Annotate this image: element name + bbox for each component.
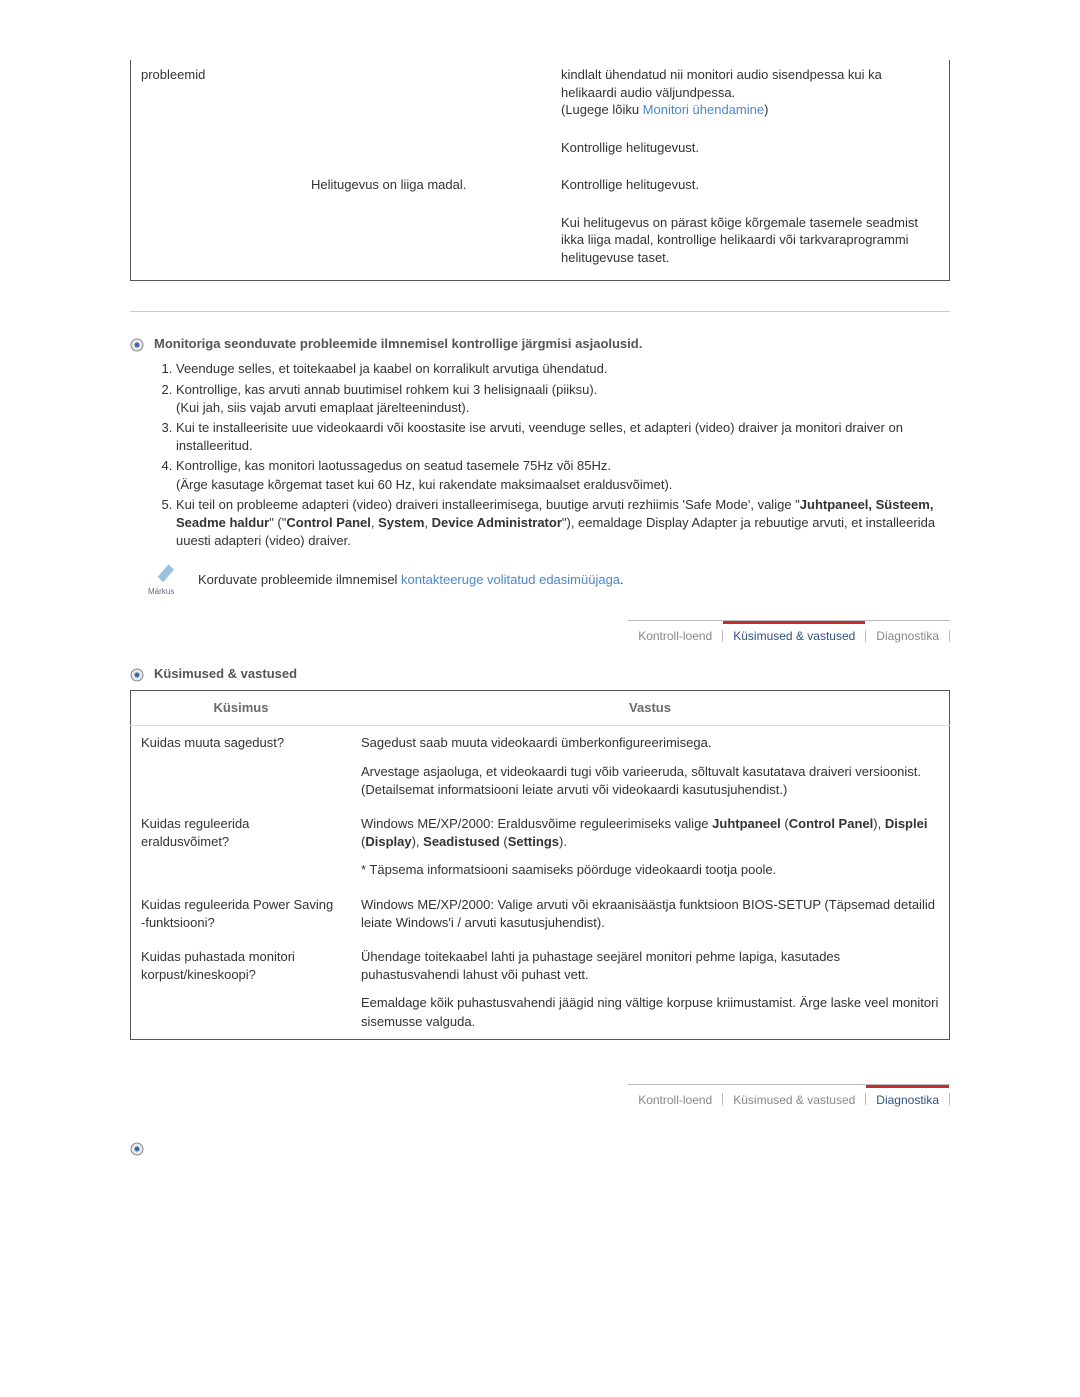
answer-cell: Sagedust saab muuta videokaardi ümberkon… <box>351 726 950 807</box>
qa-table: Küsimus Vastus Kuidas muuta sagedust? Sa… <box>130 690 950 1039</box>
section-tabs: Kontroll-loend Küsimused & vastused Diag… <box>130 620 950 646</box>
cell: probleemid <box>131 60 302 125</box>
table-row: Kontrollige helitugevust. <box>131 125 950 163</box>
bullet-icon <box>130 338 144 352</box>
tab-checklist[interactable]: Kontroll-loend <box>628 622 722 646</box>
list-item: Kui teil on probleeme adapteri (video) d… <box>176 496 950 551</box>
text: ) <box>764 102 768 117</box>
section-title: Monitoriga seonduvate probleemide ilmnem… <box>154 336 642 351</box>
section-tabs: Kontroll-loend Küsimused & vastused Diag… <box>130 1084 950 1110</box>
section-title: Küsimused & vastused <box>154 666 297 681</box>
cell: Kontrollige helitugevust. <box>551 162 950 200</box>
divider <box>130 311 950 312</box>
col-question: Küsimus <box>131 691 352 726</box>
answer-cell: Windows ME/XP/2000: Valige arvuti või ek… <box>351 888 950 940</box>
question-cell: Kuidas muuta sagedust? <box>131 726 352 807</box>
table-row: Kuidas muuta sagedust? Sagedust saab muu… <box>131 726 950 807</box>
list-item: Kontrollige, kas arvuti annab buutimisel… <box>176 381 950 417</box>
cell: Kontrollige helitugevust. <box>551 125 950 163</box>
checklist-heading: Monitoriga seonduvate probleemide ilmnem… <box>130 336 950 352</box>
cell <box>301 60 551 125</box>
qa-heading: Küsimused & vastused <box>130 666 950 682</box>
answer-cell: Windows ME/XP/2000: Eraldusvõime regulee… <box>351 807 950 888</box>
table-row: Helitugevus on liiga madal. Kontrollige … <box>131 162 950 200</box>
bullet-icon <box>130 1142 144 1156</box>
list-item: Kontrollige, kas monitori laotussagedus … <box>176 457 950 493</box>
tab-diagnostics[interactable]: Diagnostika <box>866 1085 949 1110</box>
reseller-contact-link[interactable]: kontakteeruge volitatud edasimüüjaga <box>401 572 620 587</box>
cell: kindlalt ühendatud nii monitori audio si… <box>551 60 950 125</box>
cell: Helitugevus on liiga madal. <box>301 162 551 200</box>
note-icon: Märkus <box>150 564 180 594</box>
col-answer: Vastus <box>351 691 950 726</box>
table-row: Kuidas reguleerida Power Saving -funktsi… <box>131 888 950 940</box>
list-item: Veenduge selles, et toitekaabel ja kaabe… <box>176 360 950 378</box>
question-cell: Kuidas reguleerida eraldusvõimet? <box>131 807 352 888</box>
question-cell: Kuidas puhastada monitori korpust/kinesk… <box>131 940 352 1039</box>
tab-diagnostics[interactable]: Diagnostika <box>866 622 949 646</box>
question-cell: Kuidas reguleerida Power Saving -funktsi… <box>131 888 352 940</box>
table-row: Kui helitugevus on pärast kõige kõrgemal… <box>131 200 950 281</box>
table-row: probleemid kindlalt ühendatud nii monito… <box>131 60 950 125</box>
cell: Kui helitugevus on pärast kõige kõrgemal… <box>551 200 950 281</box>
diagnostics-heading <box>130 1140 950 1156</box>
tab-qa[interactable]: Küsimused & vastused <box>723 1086 865 1110</box>
note: Märkus Korduvate probleemide ilmnemisel … <box>150 564 950 594</box>
table-row: Kuidas reguleerida eraldusvõimet? Window… <box>131 807 950 888</box>
list-item: Kui te installeerisite uue videokaardi v… <box>176 419 950 455</box>
tab-divider <box>949 630 950 642</box>
tab-divider <box>949 1093 950 1105</box>
audio-troubleshoot-table: probleemid kindlalt ühendatud nii monito… <box>130 60 950 281</box>
bullet-icon <box>130 668 144 682</box>
tab-qa[interactable]: Küsimused & vastused <box>723 621 865 646</box>
checklist: Veenduge selles, et toitekaabel ja kaabe… <box>158 360 950 550</box>
monitor-connect-link[interactable]: Monitori ühendamine <box>643 102 764 117</box>
answer-cell: Ühendage toitekaabel lahti ja puhastage … <box>351 940 950 1039</box>
note-text: Korduvate probleemide ilmnemisel kontakt… <box>198 572 624 587</box>
tab-checklist[interactable]: Kontroll-loend <box>628 1086 722 1110</box>
table-row: Kuidas puhastada monitori korpust/kinesk… <box>131 940 950 1039</box>
